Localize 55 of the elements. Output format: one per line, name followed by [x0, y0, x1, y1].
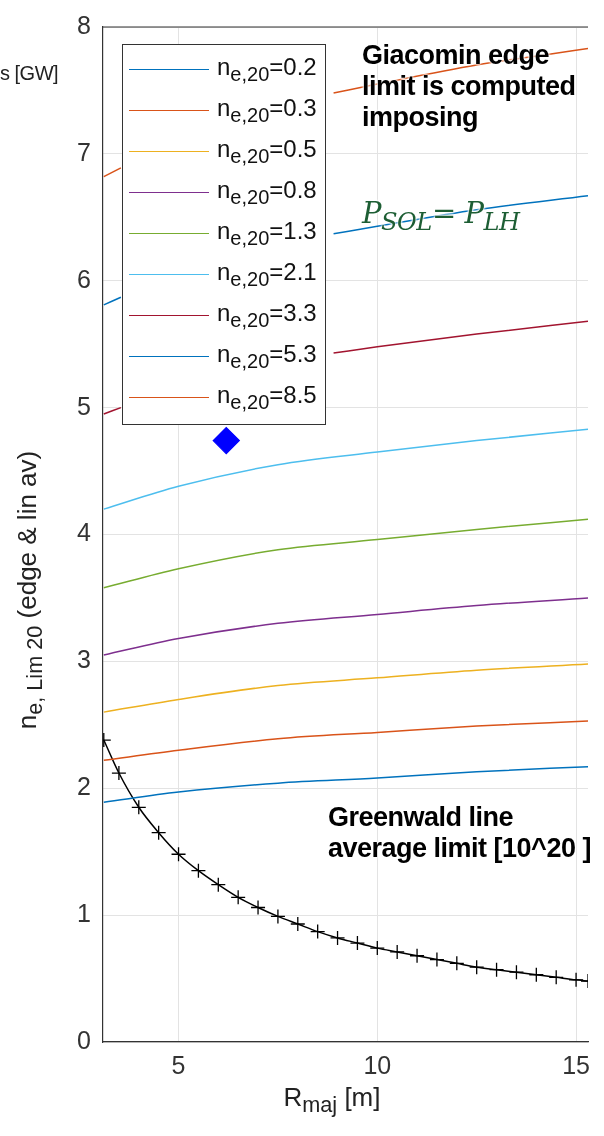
- legend-label: n$_{e,20}$=1.3: [217, 217, 317, 250]
- legend-label: n$_{e,20}$=0.8: [217, 176, 317, 209]
- line-series: [103, 518, 588, 589]
- legend-label: n$_{e,20}$=0.2: [217, 53, 317, 86]
- point: [548, 969, 564, 985]
- legend-label: n$_{e,20}$=0.3: [217, 94, 317, 127]
- legend-label: n$_{e,20}$=2.1: [217, 258, 317, 291]
- x-tick-label: 5: [171, 1050, 186, 1079]
- point: [310, 923, 326, 940]
- line-series: [103, 765, 588, 803]
- point: [131, 799, 147, 815]
- point: [488, 962, 505, 978]
- point: [568, 972, 584, 988]
- point: [429, 951, 445, 968]
- point: [210, 877, 226, 893]
- point: [270, 908, 286, 925]
- legend-label: n$_{e,20}$=8.5: [217, 381, 317, 414]
- y-tick-label: 5: [77, 391, 91, 420]
- point: [349, 935, 366, 951]
- y-tick-label: 7: [77, 137, 91, 166]
- legend-label: n$_{e,20}$=0.5: [217, 135, 317, 168]
- y-tick-label: 1: [77, 899, 91, 928]
- point: [389, 944, 405, 960]
- legend-label: n$_{e,20}$=3.3: [217, 299, 317, 332]
- point: [508, 964, 525, 980]
- line-series: [103, 720, 588, 762]
- line-series: [103, 428, 588, 510]
- point: [230, 889, 246, 906]
- text: s [GW]: [0, 61, 59, 86]
- x-tick-label: 15: [562, 1050, 590, 1079]
- point: [528, 967, 544, 983]
- annotation: Greenwald line average limit [10^20 ]: [328, 802, 592, 864]
- y-tick-label: 0: [77, 1025, 91, 1054]
- point: [290, 916, 306, 932]
- point: [170, 846, 187, 862]
- y-tick-label: 3: [77, 645, 91, 674]
- legend-label: n$_{e,20}$=5.3: [217, 340, 317, 373]
- point: [212, 426, 240, 455]
- x-tick-label: 10: [363, 1050, 392, 1079]
- point: [369, 940, 385, 956]
- y-tick-label: 8: [77, 10, 91, 39]
- line-series: [103, 663, 588, 713]
- x-axis-title: R$_{maj}$ [m]: [282, 1082, 382, 1119]
- point: [151, 825, 167, 841]
- y-tick-label: 4: [77, 518, 92, 547]
- point: [449, 955, 465, 971]
- point: [409, 948, 425, 964]
- point: [329, 930, 346, 946]
- y-tick-label: 2: [77, 772, 91, 801]
- point: [469, 959, 485, 975]
- point: [111, 765, 127, 781]
- point: [250, 899, 266, 916]
- point: [190, 863, 207, 879]
- line-series: [103, 597, 588, 656]
- y-tick-label: 6: [77, 264, 91, 293]
